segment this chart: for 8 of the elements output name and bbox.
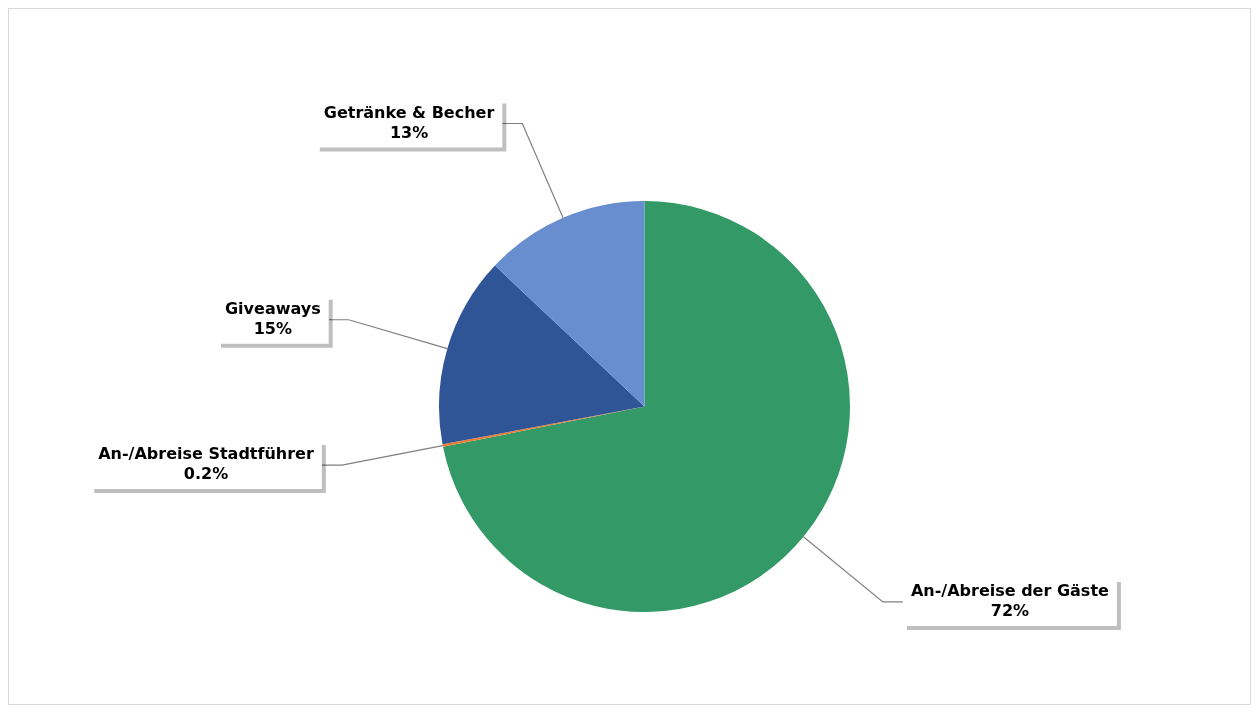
data-label: 0.2%: [183, 464, 229, 484]
data-label: 13%: [389, 122, 429, 142]
slice-label: Getränke & Becher: [323, 102, 495, 122]
data-label: 15%: [253, 318, 292, 338]
slice-label: Giveaways: [224, 298, 321, 318]
slice-label: An-/Abreise der Gäste: [910, 581, 1110, 601]
slice-label: An-/Abreise Stadtführer: [98, 444, 314, 464]
data-label: 72%: [990, 601, 1030, 621]
